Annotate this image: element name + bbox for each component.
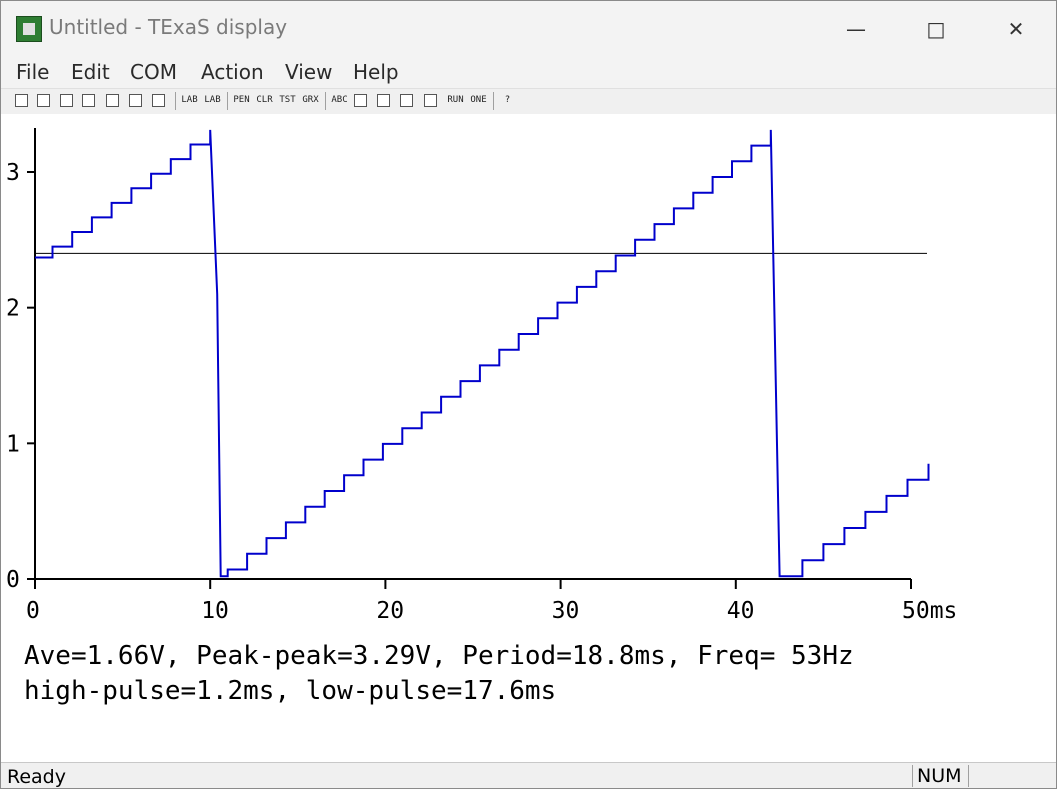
x-tick-label: 10 (201, 598, 229, 624)
x-tick-label: 30 (552, 598, 580, 624)
window-title: Untitled - TExaS display (49, 15, 288, 39)
menu-bar: File Edit COM Action View Help (1, 57, 1056, 87)
menu-action[interactable]: Action (201, 60, 264, 84)
minimize-button[interactable]: — (816, 1, 896, 57)
copy-icon[interactable] (129, 94, 142, 107)
toolbar-separator (325, 92, 326, 110)
x-tick-label: 50ms (902, 598, 957, 624)
grx-icon[interactable]: GRX (302, 95, 319, 105)
test-icon[interactable]: TST (279, 95, 296, 105)
save-icon[interactable] (60, 94, 73, 107)
close-icon: ✕ (1007, 17, 1025, 41)
open-icon[interactable] (37, 94, 50, 107)
status-bar: Ready NUM (1, 762, 1056, 788)
x-tick-label: 40 (727, 598, 755, 624)
menu-help[interactable]: Help (353, 60, 399, 84)
maximize-icon: □ (926, 17, 946, 41)
y-tick-label: 0 (6, 567, 20, 593)
menu-file[interactable]: File (16, 60, 50, 84)
lab-11-icon[interactable]: LAB (204, 95, 221, 105)
app-icon (16, 16, 42, 42)
maximize-button[interactable]: □ (896, 1, 976, 57)
grid-icon[interactable] (424, 94, 437, 107)
x-tick-label: 20 (376, 598, 404, 624)
measurement-line-2: high-pulse=1.2ms, low-pulse=17.6ms (24, 676, 557, 706)
waveform-chart: 0 10 20 30 40 50ms 0 1 2 3 (6, 128, 957, 624)
scope-icon[interactable] (354, 94, 367, 107)
help-icon[interactable]: ? (504, 95, 511, 105)
y-tick-label: 2 (6, 296, 20, 322)
print-icon[interactable] (82, 94, 95, 107)
histogram-icon[interactable] (400, 94, 413, 107)
status-num: NUM (912, 765, 969, 787)
paste-icon[interactable] (152, 94, 165, 107)
toolbar-separator (227, 92, 228, 110)
menu-view[interactable]: View (285, 60, 333, 84)
y-tick-label: 3 (6, 160, 20, 186)
x-tick-label: 0 (26, 598, 40, 624)
menu-com[interactable]: COM (130, 60, 177, 84)
waveform-series (35, 129, 930, 578)
scope-display-area: 0 10 20 30 40 50ms 0 1 2 3 Ave=1.66V, Peak-peak=3… (1, 114, 1056, 762)
clr-icon[interactable]: CLR (256, 95, 273, 105)
menu-edit[interactable]: Edit (71, 60, 110, 84)
status-pane-empty (968, 765, 1023, 787)
minimize-icon: — (846, 17, 866, 41)
run-stop-icon[interactable]: RUN (447, 95, 464, 105)
toolbar-separator (175, 92, 176, 110)
cut-icon[interactable] (106, 94, 119, 107)
status-ready: Ready (7, 766, 66, 788)
y-tick-label: 1 (6, 431, 20, 457)
close-button[interactable]: ✕ (976, 1, 1056, 57)
one-icon[interactable]: ONE (470, 95, 487, 105)
pen-icon[interactable]: PEN (233, 95, 250, 105)
title-bar[interactable]: Untitled - TExaS display — □ ✕ (1, 1, 1056, 57)
line-icon[interactable] (377, 94, 390, 107)
new-icon[interactable] (15, 94, 28, 107)
lab-step-icon[interactable]: LAB (181, 95, 198, 105)
toolbar: LAB LAB PEN CLR TST GRX ABC RUN ONE? (1, 88, 1056, 115)
abc-def-icon[interactable]: ABC (331, 95, 348, 105)
toolbar-separator (493, 92, 494, 110)
measurement-line-1: Ave=1.66V, Peak-peak=3.29V, Period=18.8m… (24, 641, 854, 671)
